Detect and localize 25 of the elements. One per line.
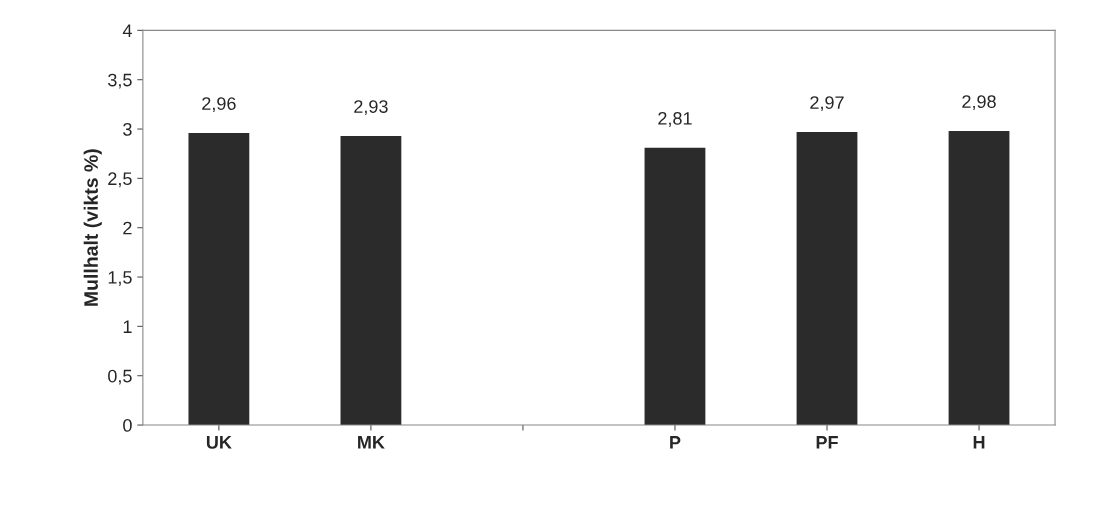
x-tick-label: H — [973, 436, 985, 449]
x-tick-label: P — [670, 436, 681, 449]
data-label: 2,97 — [810, 96, 844, 112]
data-label: 2,93 — [354, 100, 388, 116]
y-tick-label: 0,5 — [108, 369, 132, 385]
y-tick-label: 4 — [122, 24, 132, 37]
bar — [644, 147, 706, 426]
bar — [796, 131, 858, 426]
y-axis-title: Mullhalt (vikts %) — [83, 149, 102, 306]
x-tick-label: MK — [358, 436, 385, 449]
x-tick-label: UK — [206, 436, 232, 449]
y-tick-label: 2 — [123, 221, 132, 235]
data-label: 2,81 — [658, 111, 692, 127]
bar — [340, 135, 402, 426]
y-tick-label: 3 — [123, 122, 132, 136]
data-label: 2,98 — [962, 95, 996, 111]
y-tick-label: 0 — [123, 418, 132, 432]
y-tick-label: 1 — [123, 320, 132, 333]
x-tick-label: PF — [816, 436, 838, 449]
y-tick-label: 3,5 — [108, 73, 132, 89]
bar — [188, 132, 250, 426]
y-tick-label: 2,5 — [108, 172, 132, 188]
y-tick-label: 1,5 — [108, 271, 132, 286]
data-label: 2,96 — [202, 97, 236, 113]
bar — [948, 131, 1010, 426]
